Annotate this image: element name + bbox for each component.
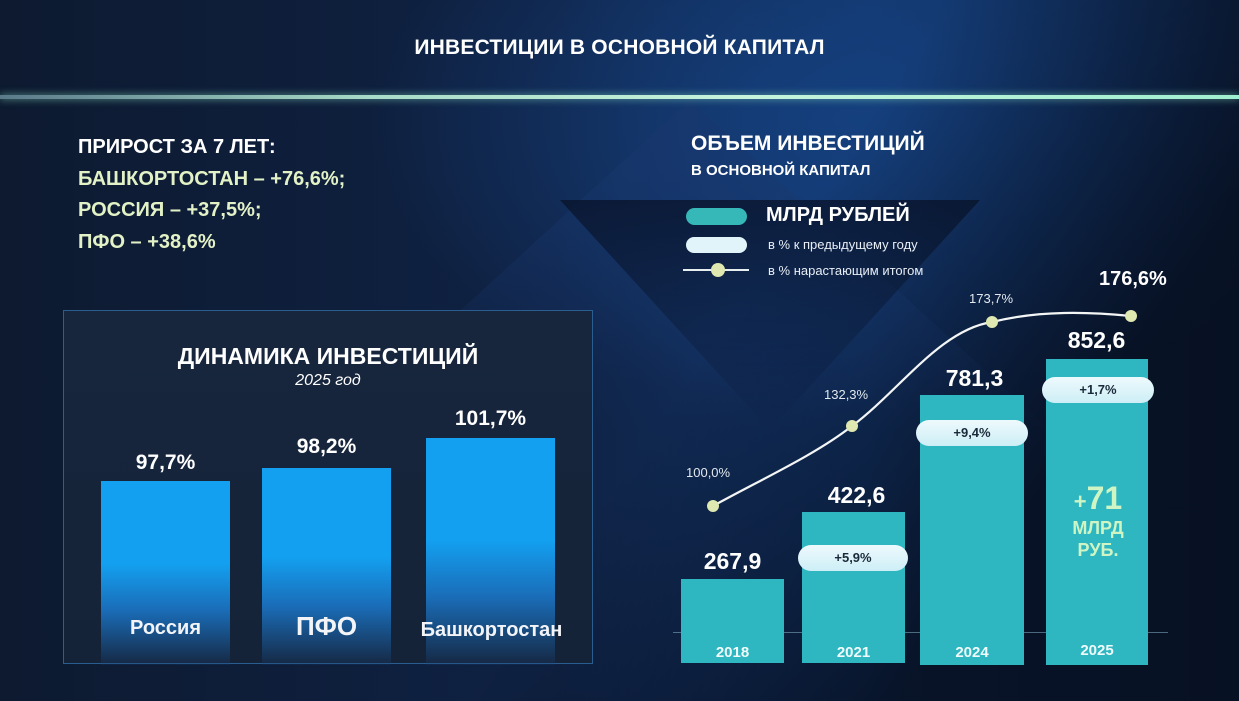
- growth-row-bashkortostan: БАШКОРТОСТАН – +76,6%;: [78, 167, 346, 190]
- year-2025: 2025: [1080, 642, 1114, 659]
- growth-row-russia: РОССИЯ – +37,5%;: [78, 199, 262, 221]
- volume-title: ОБЪЕМ ИНВЕСТИЦИЙ: [691, 132, 925, 155]
- legend-swatch-pill: [686, 237, 747, 253]
- value-2021: 422,6: [827, 482, 886, 508]
- year-2021: 2021: [836, 644, 871, 661]
- bar-russia: [101, 481, 230, 665]
- growth-heading: ПРИРОСТ ЗА 7 ЛЕТ:: [78, 136, 276, 158]
- bar-bashkortostan: [426, 438, 555, 665]
- bar-pfo: [262, 468, 391, 665]
- growth-row-pfo: ПФО – +38,6%: [78, 230, 216, 253]
- growth-summary: ПРИРОСТ ЗА 7 ЛЕТ: БАШКОРТОСТАН – +76,6%;…: [78, 132, 345, 258]
- value-bashkortostan: 101,7%: [454, 407, 527, 430]
- increase-annotation: +71 МЛРД РУБ.: [1048, 480, 1148, 561]
- legend-label-line: в % нарастающим итогом: [768, 263, 924, 278]
- value-2024: 781,3: [945, 365, 1004, 391]
- cumulative-2024: 173,7%: [969, 291, 1014, 306]
- dynamics-title: ДИНАМИКА ИНВЕСТИЦИЙ: [177, 343, 479, 369]
- background-decoration: [560, 200, 980, 430]
- label-russia: Россия: [129, 617, 201, 639]
- bar-2018: [681, 579, 784, 663]
- dynamics-panel: ДИНАМИКА ИНВЕСТИЦИЙ 2025 год 97,7% Росси…: [63, 310, 593, 665]
- yoy-pill-2021: +5,9%: [798, 545, 908, 571]
- increase-unit-2: РУБ.: [1077, 540, 1119, 560]
- value-pfo: 98,2%: [296, 435, 357, 458]
- increase-plus: +: [1073, 489, 1087, 514]
- cumulative-2021: 132,3%: [824, 387, 869, 402]
- legend-swatch-bars: [686, 208, 747, 225]
- volume-subtitle: В ОСНОВНОЙ КАПИТАЛ: [691, 162, 871, 179]
- increase-unit-1: МЛРД: [1072, 518, 1124, 538]
- yoy-pill-2025: +1,7%: [1042, 377, 1154, 403]
- value-2025: 852,6: [1067, 327, 1126, 353]
- page-title: ИНВЕСТИЦИИ В ОСНОВНОЙ КАПИТАЛ: [414, 36, 825, 59]
- year-2018: 2018: [715, 644, 750, 661]
- cumulative-2025: 176,6%: [1099, 268, 1167, 290]
- yoy-pill-2024: +9,4%: [916, 420, 1028, 446]
- value-2018: 267,9: [703, 548, 762, 574]
- value-russia: 97,7%: [135, 451, 196, 474]
- label-pfo: ПФО: [295, 611, 358, 641]
- year-2024: 2024: [955, 644, 989, 661]
- increase-value: 71: [1086, 480, 1123, 516]
- divider-line: [0, 95, 1239, 99]
- dynamics-subtitle: 2025 год: [295, 372, 361, 389]
- legend-label-bars: МЛРД РУБЛЕЙ: [766, 204, 910, 226]
- legend-label-pill: в % к предыдущему году: [768, 237, 918, 252]
- bar-2021: [802, 512, 905, 663]
- label-bashkortostan: Башкортостан: [420, 619, 563, 641]
- cumulative-2018: 100,0%: [686, 465, 731, 480]
